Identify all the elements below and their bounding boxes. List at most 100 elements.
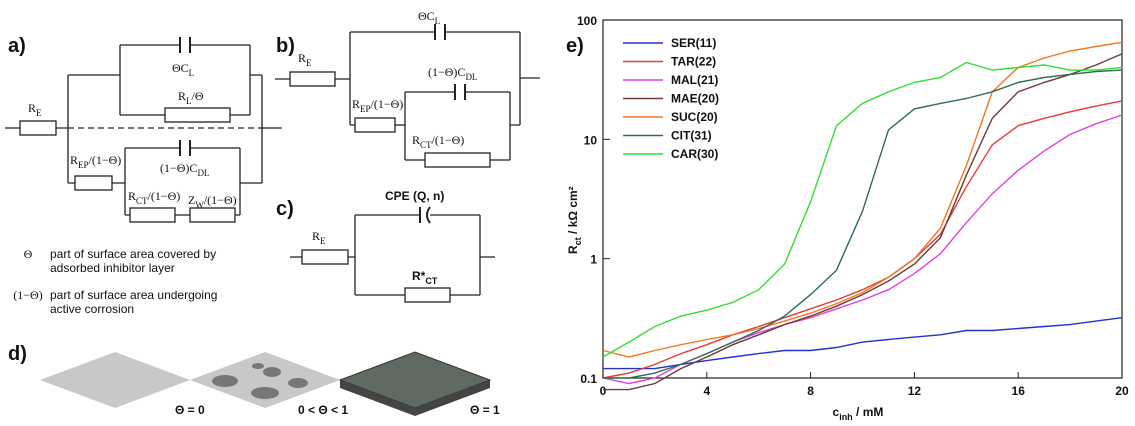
chart: 0 4 8 12 16 20 0.1 1 10 100 cinh / mM Rct / kΩ cm² S… bbox=[566, 14, 1129, 422]
legend-label: SUC(20) bbox=[671, 110, 718, 124]
resistor bbox=[404, 287, 451, 303]
label: 0 < Θ < 1 bbox=[298, 403, 348, 417]
x-tick-label: 8 bbox=[807, 384, 814, 398]
text: / mM bbox=[853, 405, 884, 419]
text: ΘC bbox=[172, 61, 189, 75]
resistor bbox=[74, 175, 113, 191]
covered-surface-edge bbox=[340, 380, 490, 416]
text: /(1−Θ) bbox=[432, 133, 465, 147]
subscript: L bbox=[189, 68, 195, 78]
label: R*CT bbox=[412, 269, 438, 286]
text: /Θ bbox=[192, 89, 204, 103]
circuits: a) RE ΘCL RL/Θ REP/(1−Θ) (1−Θ)CDL RCT/(1… bbox=[5, 9, 584, 417]
text: c bbox=[833, 405, 840, 419]
series-line bbox=[603, 53, 1123, 391]
resistor bbox=[424, 152, 491, 168]
y-tick-label: 10 bbox=[584, 133, 598, 147]
panel-tag: b) bbox=[276, 35, 295, 57]
legend-label: MAL(21) bbox=[671, 73, 718, 87]
label: REP/(1−Θ) bbox=[70, 153, 121, 170]
panel-tag: e) bbox=[566, 35, 584, 57]
legend-label: CAR(30) bbox=[671, 147, 718, 161]
legend-label: SER(11) bbox=[671, 36, 716, 50]
subscript: DL bbox=[197, 168, 209, 178]
x-tick-label: 20 bbox=[1115, 384, 1129, 398]
text: R bbox=[352, 97, 360, 111]
subscript: EP bbox=[360, 104, 371, 114]
resistor bbox=[189, 207, 236, 223]
label: Θ = 1 bbox=[470, 403, 500, 417]
covered-surface bbox=[338, 351, 492, 409]
label: ZW/(1−Θ) bbox=[188, 193, 237, 210]
x-tick-label: 16 bbox=[1012, 384, 1026, 398]
subscript: DL bbox=[465, 72, 477, 82]
plot-frame bbox=[602, 19, 1123, 379]
label: RE bbox=[28, 101, 42, 118]
y-tick-label: 1 bbox=[590, 253, 597, 267]
x-axis-label: cinh / mM bbox=[833, 405, 884, 422]
label: RCT/(1−Θ) bbox=[128, 189, 180, 206]
note-symbol: (1−Θ) bbox=[13, 288, 42, 302]
wire bbox=[275, 31, 540, 161]
y-tick-label: 100 bbox=[577, 14, 597, 28]
subscript: W bbox=[195, 200, 204, 210]
legend-label: MAE(20) bbox=[671, 92, 719, 106]
cpe bbox=[419, 206, 431, 224]
panel-tag: d) bbox=[8, 343, 27, 365]
subscript: ct bbox=[573, 237, 583, 245]
surface bbox=[190, 352, 340, 408]
panel-tag: a) bbox=[8, 35, 26, 57]
text: / kΩ cm² bbox=[566, 186, 580, 237]
series-line bbox=[602, 100, 1123, 379]
text: R bbox=[70, 153, 78, 167]
label: ΘCL bbox=[418, 9, 440, 26]
series-line bbox=[602, 61, 1123, 358]
subscript: CT bbox=[420, 140, 432, 150]
label: ΘCL bbox=[172, 61, 194, 78]
label: CPE (Q, n) bbox=[385, 189, 444, 203]
text: (1−Θ)C bbox=[160, 161, 197, 175]
resistor bbox=[19, 120, 57, 136]
note: adsorbed inhibitor layer bbox=[50, 261, 175, 275]
subscript: CT bbox=[425, 276, 437, 286]
text: ΘC bbox=[418, 9, 435, 23]
series-line bbox=[603, 317, 1123, 370]
y-axis-label: Rct / kΩ cm² bbox=[566, 186, 583, 254]
text: /(1−Θ) bbox=[148, 189, 181, 203]
x-tick-label: 4 bbox=[703, 384, 710, 398]
text: /(1−Θ) bbox=[371, 97, 404, 111]
resistor bbox=[129, 207, 176, 223]
subscript: E bbox=[320, 236, 326, 246]
label: RE bbox=[312, 229, 326, 246]
text: (1−Θ)C bbox=[428, 65, 465, 79]
capacitor bbox=[179, 37, 191, 156]
note: active corrosion bbox=[50, 302, 134, 316]
note: part of surface area covered by bbox=[50, 247, 216, 261]
label: RCT/(1−Θ) bbox=[412, 133, 464, 150]
text: R bbox=[128, 189, 136, 203]
inhibitor-patches bbox=[212, 363, 308, 399]
note-symbol: Θ bbox=[24, 247, 33, 261]
resistor bbox=[164, 107, 231, 123]
capacitor bbox=[434, 24, 466, 100]
label: (1−Θ)CDL bbox=[428, 65, 477, 82]
text: R bbox=[412, 133, 420, 147]
subscript: E bbox=[306, 58, 312, 68]
label: (1−Θ)CDL bbox=[160, 161, 209, 178]
label: Θ = 0 bbox=[175, 403, 205, 417]
text: R bbox=[298, 51, 306, 65]
subscript: L bbox=[435, 16, 441, 26]
label: RE bbox=[298, 51, 312, 68]
subscript: inh bbox=[839, 412, 853, 422]
subscript: CT bbox=[136, 196, 148, 206]
surface bbox=[40, 352, 190, 408]
legend-label: CIT(31) bbox=[671, 129, 712, 143]
series-line bbox=[603, 69, 1123, 379]
text: Z bbox=[188, 193, 195, 207]
wire bbox=[5, 44, 282, 216]
subscript: L bbox=[186, 96, 192, 106]
text: R bbox=[566, 245, 580, 254]
text: R bbox=[28, 101, 36, 115]
text: /(1−Θ) bbox=[204, 193, 237, 207]
